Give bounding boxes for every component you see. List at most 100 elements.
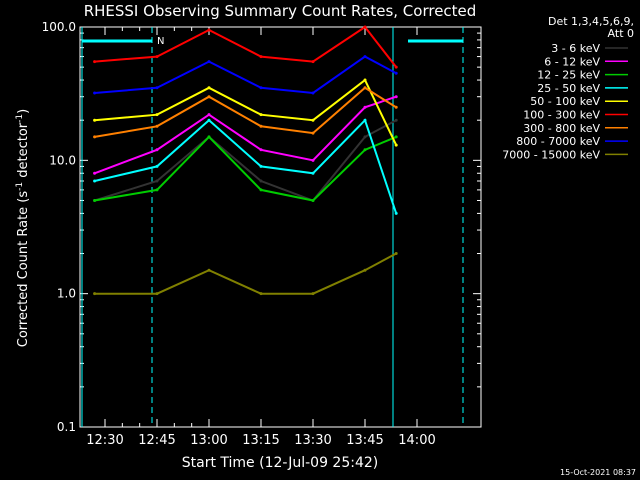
- series-point: [311, 171, 315, 175]
- series-point: [207, 60, 211, 64]
- x-tick-label: 13:45: [346, 433, 383, 448]
- series-line: [94, 55, 397, 95]
- series-point: [93, 179, 97, 183]
- series-point: [394, 118, 398, 122]
- series-point: [259, 148, 263, 152]
- series-point: [394, 252, 398, 256]
- series-point: [311, 292, 315, 296]
- series-point: [394, 143, 398, 147]
- series-point: [207, 118, 211, 122]
- y-tick-label: 1.0: [57, 287, 76, 301]
- series-line: [94, 25, 397, 68]
- series-point: [93, 118, 97, 122]
- series-point: [394, 95, 398, 99]
- series-point: [259, 113, 263, 117]
- series-point: [394, 105, 398, 109]
- series-point: [394, 71, 398, 75]
- x-tick-label: 13:15: [242, 433, 279, 448]
- plot-frame: [79, 26, 482, 428]
- legend-entry-label: 3 - 6 keV: [551, 42, 600, 55]
- y-axis-label-sup2: -1: [15, 114, 25, 123]
- y-axis-label-end: ): [16, 109, 31, 114]
- series-point: [311, 131, 315, 135]
- series-point: [93, 135, 97, 139]
- legend-entry-label: 800 - 7000 keV: [516, 135, 600, 148]
- legend-entry-label: 300 - 800 keV: [523, 122, 600, 135]
- series-point: [93, 60, 97, 64]
- legend-entry-label: 50 - 100 keV: [530, 95, 600, 108]
- series-point: [394, 211, 398, 215]
- series-point: [155, 292, 159, 296]
- series-point: [311, 118, 315, 122]
- series-point: [259, 179, 263, 183]
- legend-entry-label: 6 - 12 keV: [544, 55, 600, 68]
- series-point: [259, 188, 263, 192]
- series-point: [155, 188, 159, 192]
- series-lines: [93, 25, 398, 296]
- series-point: [311, 158, 315, 162]
- series-point: [155, 55, 159, 59]
- flag-label: N: [157, 36, 164, 47]
- series-point: [93, 91, 97, 95]
- legend-entry-label: 100 - 300 keV: [523, 109, 600, 122]
- series-point: [259, 86, 263, 90]
- y-ticks: 0.1 1.0 10.0 100.0: [42, 20, 481, 434]
- series-point: [207, 135, 211, 139]
- series-point: [93, 171, 97, 175]
- series-point: [259, 55, 263, 59]
- series-point: [394, 135, 398, 139]
- event-markers: N: [81, 27, 464, 427]
- legend-entry-label: 7000 - 15000 keV: [502, 148, 600, 161]
- y-axis-label-sup1: -1: [15, 182, 25, 191]
- series-point: [155, 164, 159, 168]
- chart-title: RHESSI Observing Summary Count Rates, Co…: [84, 2, 477, 20]
- legend-entry-label: 12 - 25 keV: [537, 69, 600, 82]
- x-tick-label: 12:30: [86, 433, 123, 448]
- legend-header: Att 0: [608, 27, 634, 40]
- x-tick-label: 12:45: [138, 433, 175, 448]
- series-point: [363, 148, 367, 152]
- series-point: [155, 148, 159, 152]
- series-point: [93, 198, 97, 202]
- series-point: [363, 86, 367, 90]
- series-point: [93, 292, 97, 296]
- x-tick-label: 13:30: [294, 433, 331, 448]
- series-point: [259, 164, 263, 168]
- series-point: [363, 268, 367, 272]
- series-point: [155, 179, 159, 183]
- x-axis-label: Start Time (12-Jul-09 25:42): [182, 455, 379, 471]
- series-point: [155, 86, 159, 90]
- legend-entry-label: 25 - 50 keV: [537, 82, 600, 95]
- y-axis-label-main: Corrected Count Rate (s: [16, 191, 31, 348]
- series-point: [394, 65, 398, 69]
- series-point: [363, 55, 367, 59]
- series-point: [363, 118, 367, 122]
- series-point: [363, 25, 367, 29]
- series-point: [207, 86, 211, 90]
- series-point: [363, 135, 367, 139]
- series-point: [207, 28, 211, 32]
- series-point: [155, 124, 159, 128]
- series-point: [311, 60, 315, 64]
- legend-header: Det 1,3,4,5,6,9,: [548, 15, 634, 28]
- series-point: [207, 95, 211, 99]
- series-point: [363, 78, 367, 82]
- footer-timestamp: 15-Oct-2021 08:37: [560, 468, 636, 477]
- series-point: [259, 124, 263, 128]
- y-tick-label: 10.0: [49, 153, 76, 167]
- series-point: [311, 91, 315, 95]
- series-point: [207, 268, 211, 272]
- series-point: [155, 113, 159, 117]
- x-ticks: 12:30 12:45 13:00 13:15 13:30 13:45 14:00: [86, 27, 436, 448]
- y-tick-label: 0.1: [57, 420, 76, 434]
- series-point: [259, 292, 263, 296]
- x-tick-label: 14:00: [398, 433, 435, 448]
- x-tick-label: 13:00: [190, 433, 227, 448]
- y-axis-label: Corrected Count Rate (s-1 detector-1): [15, 109, 31, 347]
- y-tick-label: 100.0: [42, 20, 76, 34]
- series-line: [94, 119, 397, 202]
- series-point: [363, 105, 367, 109]
- series-point: [311, 198, 315, 202]
